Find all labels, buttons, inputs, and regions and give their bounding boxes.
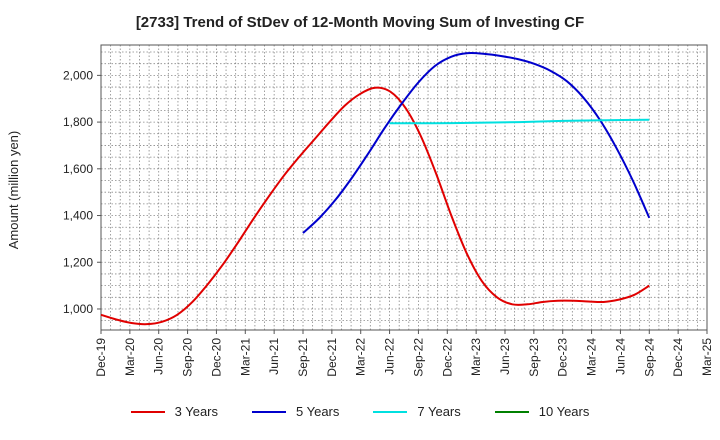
x-tick-label: Dec-20 [209, 338, 223, 377]
x-tick-label: Dec-22 [440, 338, 454, 377]
legend-label: 3 Years [174, 404, 218, 419]
legend-swatch [373, 410, 408, 413]
legend-swatch [494, 410, 529, 413]
x-tick-label: Mar-25 [700, 338, 714, 376]
x-tick-label: Sep-22 [411, 338, 425, 377]
y-tick-label: 1,000 [63, 302, 93, 316]
x-tick-label: Jun-23 [498, 338, 512, 375]
x-tick-label: Mar-23 [469, 338, 483, 376]
plot-frame [100, 44, 708, 331]
legend-item: 7 Years [373, 404, 461, 419]
series-line-7-years [389, 118, 650, 125]
y-tick-label: 1,800 [63, 115, 93, 129]
legend-label: 7 Years [417, 404, 461, 419]
legend-swatch [130, 410, 165, 413]
x-tick-label: Dec-23 [556, 338, 570, 377]
x-tick-label: Dec-24 [671, 338, 685, 377]
legend-label: 5 Years [296, 404, 340, 419]
x-tick-label: Mar-21 [238, 338, 252, 376]
x-tick-label: Mar-22 [354, 338, 368, 376]
legend-item: 5 Years [252, 404, 339, 419]
series-line-5-years [302, 52, 651, 234]
legend-label: 10 Years [538, 404, 590, 419]
series-line-3-years [100, 86, 650, 326]
x-tick-label: Dec-19 [94, 338, 108, 377]
y-tick-label: 1,600 [63, 162, 93, 176]
y-tick-label: 2,000 [63, 68, 93, 82]
x-tick-label: Sep-23 [527, 338, 541, 377]
x-tick-label: Jun-20 [152, 338, 166, 375]
x-tick-label: Mar-24 [585, 338, 599, 376]
x-tick-label: Jun-22 [383, 338, 397, 375]
x-tick-label: Jun-24 [613, 338, 627, 375]
x-tick-label: Sep-21 [296, 338, 310, 377]
x-tick-label: Mar-20 [123, 338, 137, 376]
y-tick-label: 1,200 [63, 255, 93, 269]
legend-item: 3 Years [130, 404, 218, 419]
legend-item: 10 Years [494, 404, 590, 419]
x-tick-label: Sep-24 [642, 338, 656, 377]
legend-swatch [252, 410, 286, 413]
chart-title: [2733] Trend of StDev of 12-Month Moving… [135, 14, 585, 31]
plot-area [101, 45, 707, 330]
x-tick-label: Dec-21 [325, 338, 339, 377]
x-tick-label: Sep-20 [181, 338, 195, 377]
legend: 3 Years 5 Years 7 Years 10 Years [0, 404, 720, 419]
y-tick-label: 1,400 [63, 209, 93, 223]
x-tick-label: Jun-21 [267, 338, 281, 375]
